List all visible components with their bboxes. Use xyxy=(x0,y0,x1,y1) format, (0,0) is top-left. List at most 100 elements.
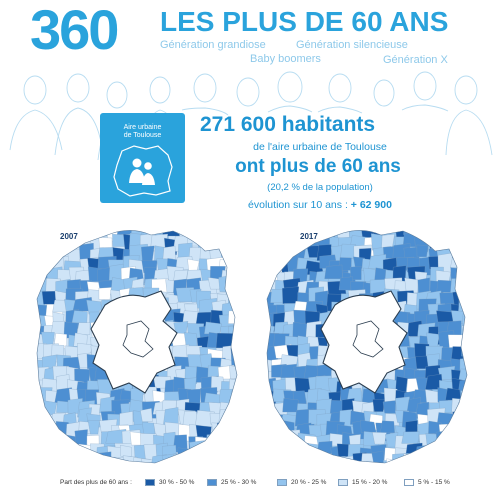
commune-cell xyxy=(438,455,458,463)
commune-cell xyxy=(54,451,69,463)
commune-cell xyxy=(122,464,141,470)
commune-cell xyxy=(324,264,343,279)
commune-cell xyxy=(412,454,429,463)
commune-cell xyxy=(456,420,467,435)
commune-cell xyxy=(44,230,63,240)
commune-cell xyxy=(267,230,282,237)
person-head xyxy=(413,71,437,101)
commune-cell xyxy=(52,445,71,461)
commune-cells xyxy=(33,230,237,470)
commune-cell xyxy=(439,469,458,470)
commune-cell xyxy=(461,279,467,293)
commune-cell xyxy=(427,230,445,239)
commune-cell xyxy=(231,256,237,272)
commune-cell xyxy=(217,442,232,462)
commune-cell xyxy=(402,453,418,463)
commune-cell xyxy=(43,234,57,249)
commune-cell xyxy=(297,453,317,463)
commune-cell xyxy=(460,247,467,264)
commune-cell xyxy=(449,434,463,449)
commune-cell xyxy=(280,429,301,449)
commune-cell xyxy=(220,467,233,470)
commune-cell xyxy=(162,453,178,463)
commune-cell xyxy=(293,235,307,251)
commune-cell xyxy=(315,457,333,463)
commune-cell xyxy=(382,400,396,414)
commune-cell xyxy=(267,247,283,260)
person-body xyxy=(9,109,63,151)
commune-cell xyxy=(267,235,275,254)
commune-cell xyxy=(380,420,395,433)
generation-label: Baby boomers xyxy=(250,53,321,65)
commune-cell xyxy=(229,365,237,379)
commune-cell xyxy=(220,245,236,260)
commune-cell xyxy=(206,445,224,463)
legend-swatch xyxy=(277,479,287,486)
badge-label: Aire urbaine de Toulouse xyxy=(100,124,185,140)
commune-cell xyxy=(62,445,83,460)
commune-cell xyxy=(67,230,84,244)
toulouse-inner-outline xyxy=(122,320,154,358)
commune-cell xyxy=(233,278,237,297)
evolution-line: évolution sur 10 ans : + 62 900 xyxy=(205,199,435,211)
person-head xyxy=(23,75,47,105)
aire-line: de l'aire urbaine de Toulouse xyxy=(253,141,387,153)
commune-cell xyxy=(207,277,222,290)
commune-cell xyxy=(436,310,454,323)
commune-cell xyxy=(434,447,449,461)
person-body xyxy=(401,104,449,112)
commune-cell xyxy=(215,420,231,436)
person-head xyxy=(106,81,128,109)
commune-cell xyxy=(227,432,237,446)
commune-cell xyxy=(183,466,202,470)
commune-cell xyxy=(231,441,237,456)
commune-cell xyxy=(463,267,467,284)
commune-cell xyxy=(177,447,194,463)
legend-swatch xyxy=(207,479,217,486)
commune-cell xyxy=(232,333,237,351)
commune-cell xyxy=(33,468,47,470)
commune-cell xyxy=(280,230,297,244)
generation-label: Génération grandiose xyxy=(160,39,266,51)
commune-cell xyxy=(218,408,236,425)
commune-cell xyxy=(436,279,453,293)
person-head xyxy=(328,73,352,103)
commune-cell xyxy=(211,422,229,440)
commune-cell xyxy=(404,442,423,462)
commune-cell xyxy=(63,455,78,463)
commune-cell xyxy=(69,468,87,470)
commune-cell xyxy=(372,432,387,445)
commune-cell xyxy=(37,249,51,264)
commune-cell xyxy=(284,244,298,257)
commune-cell xyxy=(460,464,469,470)
commune-cell xyxy=(37,232,48,247)
commune-cell xyxy=(306,443,321,457)
commune-cell xyxy=(439,232,452,252)
commune-cell xyxy=(208,456,222,463)
commune-cell xyxy=(89,230,103,238)
commune-cell xyxy=(381,233,395,249)
commune-cell xyxy=(141,458,154,463)
commune-cell xyxy=(87,419,100,435)
commune-cell xyxy=(350,265,362,280)
person-body xyxy=(267,105,313,113)
commune-cell xyxy=(189,440,207,456)
legend-swatch xyxy=(338,479,348,486)
map-year-label: 2017 xyxy=(300,232,318,241)
commune-cell xyxy=(426,465,443,470)
commune-cell xyxy=(283,468,296,470)
commune-cell xyxy=(273,456,290,463)
map-year-label: 2007 xyxy=(60,232,78,241)
commune-cell xyxy=(233,401,237,419)
commune-cell xyxy=(204,321,222,334)
commune-cell xyxy=(456,236,467,253)
commune-cell xyxy=(231,423,237,442)
aire-urbaine-outline xyxy=(36,230,238,464)
person-head xyxy=(193,73,217,103)
commune-cell xyxy=(130,467,145,470)
commune-cell xyxy=(272,235,290,253)
commune-cell xyxy=(395,396,410,411)
commune-cell xyxy=(120,445,132,457)
legend-label: 25 % - 30 % xyxy=(221,479,257,486)
commune-cell xyxy=(267,443,280,458)
